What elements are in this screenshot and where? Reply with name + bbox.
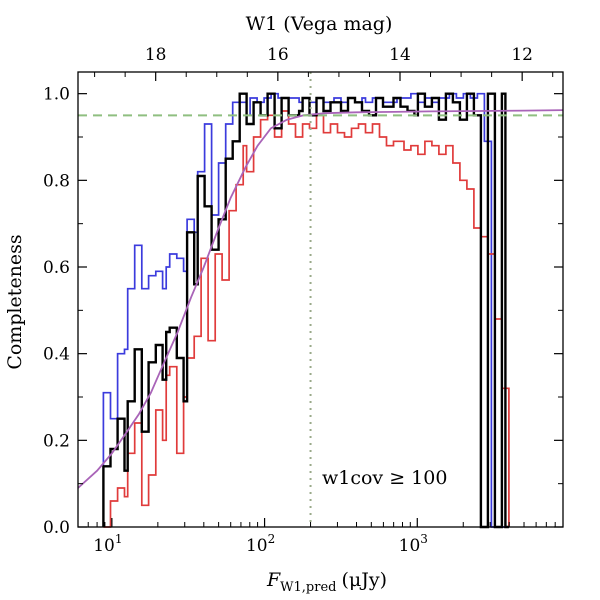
x-axis-title-subscript: W1,pred: [280, 580, 336, 595]
top-tick-label: 18: [145, 45, 167, 65]
x-tick-exponent: 2: [268, 532, 276, 546]
top-tick-label: 16: [267, 45, 289, 65]
x-tick-label: 101: [93, 532, 122, 556]
completeness-series-blue: [102, 92, 509, 528]
x-tick-exponent: 1: [115, 532, 123, 546]
series-layer: [77, 92, 564, 529]
top-axis-title: W1 (Vega mag): [246, 13, 393, 35]
y-tick-label: 0.8: [43, 171, 70, 191]
x-tick-label: 103: [399, 532, 428, 556]
y-tick-label: 0.0: [43, 518, 70, 538]
y-tick-label: 0.2: [43, 431, 70, 451]
x-axis-title: FW1,pred (μJy): [266, 569, 387, 595]
x-tick-base: 10: [399, 536, 421, 556]
x-tick-base: 10: [93, 536, 115, 556]
completeness-series-red: [103, 110, 510, 528]
top-tick-label: 14: [389, 45, 411, 65]
y-tick-label: 0.6: [43, 258, 70, 278]
coverage-annotation: w1cov ≥ 100: [322, 467, 447, 489]
completeness-series-black: [102, 92, 509, 529]
x-tick-exponent: 3: [420, 532, 428, 546]
x-tick-label: 102: [246, 532, 275, 556]
x-axis-title-unit: (μJy): [341, 569, 387, 591]
plot-frame: [77, 71, 564, 528]
x-axis-title-main: F: [266, 569, 281, 591]
reference-lines: [78, 72, 563, 527]
y-tick-label: 1.0: [43, 85, 70, 105]
y-tick-label: 0.4: [43, 345, 70, 365]
y-axis-title: Completeness: [4, 234, 26, 369]
x-tick-base: 10: [246, 536, 268, 556]
completeness-fit-curve: [77, 109, 564, 489]
top-tick-label: 12: [511, 45, 533, 65]
